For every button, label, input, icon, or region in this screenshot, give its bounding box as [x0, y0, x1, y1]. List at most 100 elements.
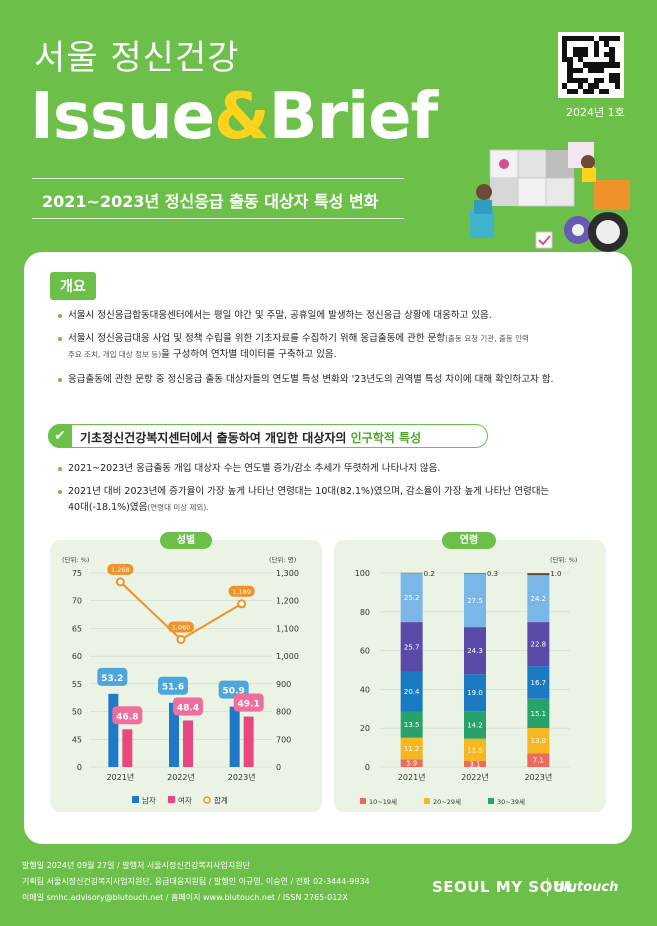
- stack-segment: [400, 671, 423, 712]
- legend-label: 30~39세: [497, 797, 525, 806]
- y-tick-label: 20: [360, 724, 370, 733]
- bar-female-label-bg: [233, 693, 264, 712]
- qr-module: [583, 46, 589, 52]
- gender-chart: (단위: %) (단위: 명) 0 0 45 700 50 800 55 900 60 1,000 65…: [62, 555, 299, 805]
- qr-module: [614, 83, 620, 89]
- qr-module: [562, 78, 568, 84]
- qr-module: [572, 51, 578, 58]
- bar-female: [183, 720, 193, 767]
- segment-label: 1.0: [550, 570, 561, 578]
- segment-label: 13.0: [531, 737, 547, 745]
- qr-module: [598, 88, 605, 94]
- right-unit-label: (단위: 명): [269, 555, 296, 564]
- segment-label: 22.8: [531, 641, 547, 649]
- qr-module: [593, 72, 599, 79]
- qr-module: [593, 57, 599, 63]
- total-label: 1,060: [172, 624, 191, 632]
- total-point: [115, 577, 125, 587]
- y-tick-label: 75: [72, 569, 82, 578]
- legend-swatch: [488, 798, 494, 804]
- overview-badge: 개요: [50, 272, 96, 300]
- segment-label: 20.4: [404, 688, 420, 696]
- bar-male-label: 51.6: [162, 683, 184, 693]
- title-brief: Brief: [268, 80, 439, 154]
- y-tick-label: 60: [360, 647, 370, 656]
- qr-module: [614, 41, 620, 47]
- qr-module: [572, 36, 578, 42]
- section-title-highlight: 인구학적 특성: [350, 431, 422, 445]
- qr-module: [604, 83, 610, 89]
- segment-label: 15.1: [531, 710, 547, 718]
- segment-label: 16.7: [531, 679, 547, 687]
- qr-module: [572, 88, 578, 94]
- legend-label: 여자: [178, 795, 192, 805]
- total-label-bg: [228, 585, 255, 597]
- footer-publication-info: 발행일 2024년 09월 27일 / 발행처 서울시정신건강복지사업지원단: [22, 861, 250, 870]
- qr-module: [609, 62, 615, 68]
- logo-divider: [547, 878, 548, 896]
- legend-label: 60세 이상: [497, 811, 525, 812]
- qr-module: [588, 41, 594, 47]
- qr-module: [598, 36, 605, 42]
- qr-module: [583, 78, 589, 84]
- legend-swatch: [360, 798, 366, 804]
- qr-module: [577, 46, 584, 52]
- qr-module: [588, 88, 594, 94]
- qr-module: [567, 72, 573, 79]
- bar-male-label-bg: [97, 667, 128, 686]
- qr-module: [598, 67, 605, 73]
- stack-segment: [464, 573, 486, 628]
- qr-module: [609, 51, 615, 58]
- qr-module: [562, 72, 568, 79]
- segment-label: 27.5: [467, 597, 483, 605]
- section-bullet-2-note: (연령대 미상 제외).: [147, 503, 209, 512]
- qr-module: [577, 67, 584, 73]
- bar-female: [243, 716, 254, 767]
- y-tick-label: 50: [72, 708, 82, 717]
- overview-bullet-1-text: 서울시 정신응급합동대응센터에서는 평일 야간 및 주말, 공휴일에 발생하는 …: [68, 310, 492, 321]
- stack-segment: [464, 627, 486, 675]
- subtitle-rule-top: [32, 178, 404, 179]
- qr-module: [577, 36, 584, 42]
- qr-module: [593, 36, 599, 42]
- y-tick-label: 45: [72, 735, 82, 744]
- bar-male-label: 53.2: [101, 674, 123, 684]
- qr-module: [572, 41, 578, 47]
- qr-module: [609, 78, 615, 84]
- legend-label: 미상: [557, 811, 569, 812]
- x-tick-label: 2021년: [398, 772, 426, 782]
- qr-module: [614, 78, 620, 84]
- stack-segment: [464, 674, 486, 712]
- qr-module: [609, 36, 615, 42]
- qr-module: [572, 72, 578, 79]
- overview-bullet-3: 응급출동에 관한 문항 중 정신응급 출동 대상자들의 연도별 특성 변화와 '…: [58, 372, 608, 388]
- qr-module: [614, 72, 620, 79]
- section-heading: [48, 424, 488, 448]
- qr-module: [567, 51, 573, 58]
- qr-module: [604, 67, 610, 73]
- qr-module: [593, 78, 599, 84]
- overview-bullet-2-note2: 주요 조치, 개입 대상 정보 등): [68, 350, 162, 359]
- y2-tick-label: 700: [276, 735, 291, 744]
- title-issue: Issue: [30, 80, 215, 154]
- qr-module: [583, 83, 589, 89]
- legend-label: 40~49세: [369, 811, 397, 812]
- qr-module: [598, 78, 605, 84]
- segment-label: 25.7: [404, 644, 420, 652]
- qr-module: [614, 57, 620, 63]
- qr-module: [577, 62, 584, 68]
- section-bullet-2-text2: 40대(-18.1%)였음: [68, 502, 148, 513]
- qr-module: [588, 62, 594, 68]
- qr-module: [593, 62, 599, 68]
- qr-module: [562, 67, 568, 73]
- section-bullet-2: 2021년 대비 2023년에 증가율이 가장 높게 나타난 연령대는 10대(…: [58, 484, 608, 516]
- bar-male: [169, 702, 179, 767]
- legend-label: 남자: [142, 796, 156, 805]
- y2-tick-label: 800: [276, 708, 291, 717]
- qr-code[interactable]: [558, 32, 624, 98]
- check-icon: ✔: [48, 424, 72, 448]
- qr-module: [604, 88, 610, 94]
- qr-module: [588, 36, 594, 42]
- qr-module: [598, 57, 605, 63]
- qr-module: [604, 72, 610, 79]
